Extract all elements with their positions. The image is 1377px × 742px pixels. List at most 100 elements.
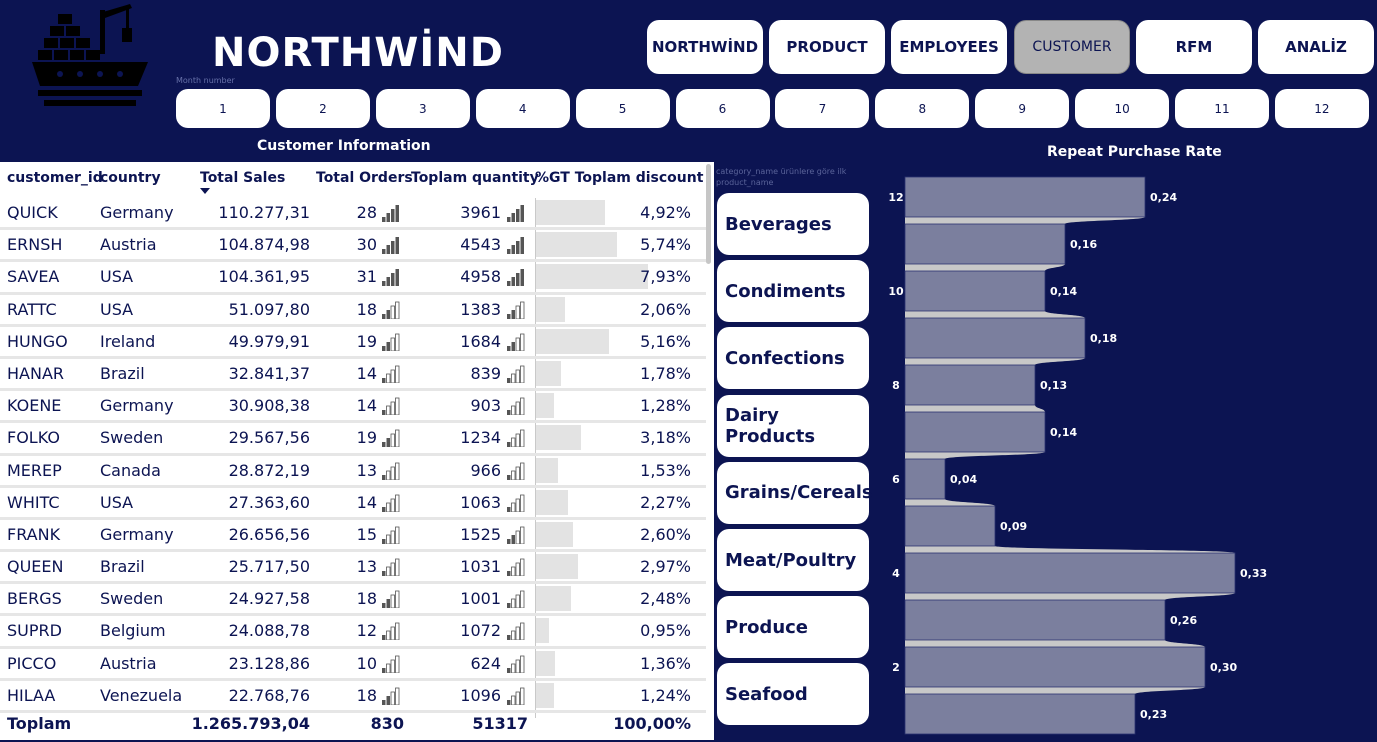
table-row[interactable]: RATTC USA 51.097,80 18 1383 2,06% [0,295,706,327]
cell-customer-id: FRANK [7,524,61,544]
cell-quantity: 4958 [460,267,501,287]
cell-customer-id: FOLKO [7,428,60,448]
month-button-3[interactable]: 3 [375,89,470,128]
chart-bar[interactable] [904,505,996,547]
total-discount-sum: 100,00% [613,714,691,733]
chart-title: Repeat Purchase Rate [1047,144,1222,160]
chart-tick-label: 12 [888,191,903,204]
cell-total-orders: 30 [356,235,377,255]
nav-button-employees[interactable]: EMPLOYEES [891,20,1007,74]
table-row[interactable]: ERNSH Austria 104.874,98 30 4543 5,74% [0,230,706,263]
cell-total-orders: 14 [356,363,377,383]
chart-bar[interactable] [904,599,1166,641]
month-button-11[interactable]: 11 [1175,89,1269,128]
chart-bar[interactable] [904,411,1046,453]
orders-signal-icon [382,623,400,641]
category-button-produce[interactable]: Produce [717,596,869,659]
column-header-quantity[interactable]: Toplam quantity [411,170,539,186]
chart-ribbon [905,177,1235,734]
nav-button-rfm[interactable]: RFM [1136,20,1252,74]
table-row[interactable]: HUNGO Ireland 49.979,91 19 1684 5,16% [0,327,706,359]
month-button-4[interactable]: 4 [475,89,570,128]
discount-bar [536,296,566,322]
column-header-country[interactable]: country [100,170,161,186]
column-header-total-sales[interactable]: Total Sales [200,170,286,186]
chart-bar[interactable] [904,270,1046,312]
month-button-1[interactable]: 1 [176,89,270,128]
table-row[interactable]: MEREP Canada 28.872,19 13 966 1,53% [0,456,706,488]
month-button-9[interactable]: 9 [975,89,1070,128]
category-button-grains-cereals[interactable]: Grains/Cereals [717,461,873,524]
nav-button-northwind[interactable]: NORTHWİND [647,20,763,74]
cell-quantity: 1001 [460,589,501,609]
chart-tick-label: 8 [892,379,900,392]
chart-bar[interactable] [904,693,1136,735]
cell-total-orders: 13 [356,460,377,480]
category-button-confections[interactable]: Confections [717,327,869,390]
month-button-10[interactable]: 10 [1075,89,1170,128]
category-button-seafood[interactable]: Seafood [717,663,869,726]
table-row[interactable]: SUPRD Belgium 24.088,78 12 1072 0,95% [0,616,706,649]
table-row[interactable]: PICCO Austria 23.128,86 10 624 1,36% [0,649,706,681]
chart-bar[interactable] [904,317,1086,359]
table-row[interactable]: KOENE Germany 30.908,38 14 903 1,28% [0,391,706,424]
category-button-beverages[interactable]: Beverages [717,193,869,255]
cell-discount: 2,06% [640,299,691,319]
cell-country: Brazil [100,363,145,383]
table-row[interactable]: BERGS Sweden 24.927,58 18 1001 2,48% [0,584,706,617]
table-row[interactable]: HILAA Venezuela 22.768,76 18 1096 1,24% [0,681,706,713]
chart-bar[interactable] [904,364,1036,406]
discount-bar [536,393,555,419]
month-button-7[interactable]: 7 [775,89,870,128]
chart-value-label: 0,04 [950,473,977,486]
table-total-row: Toplam 1.265.793,04 830 51317 100,00% [0,710,706,738]
table-row[interactable]: FOLKO Sweden 29.567,56 19 1234 3,18% [0,423,706,456]
orders-signal-icon [382,526,400,544]
table-scrollbar[interactable] [706,164,711,264]
column-divider [535,198,536,718]
month-button-5[interactable]: 5 [575,89,670,128]
cell-discount: 4,92% [640,203,691,222]
category-button-dairy-products[interactable]: Dairy Products [717,394,869,457]
chart-bar[interactable] [904,223,1066,265]
category-button-meat-poultry[interactable]: Meat/Poultry [717,529,869,591]
month-button-12[interactable]: 12 [1274,89,1369,128]
cell-country: Ireland [100,331,156,351]
total-quantity-sum: 51317 [472,714,528,733]
table-row[interactable]: HANAR Brazil 32.841,37 14 839 1,78% [0,359,706,392]
month-button-8[interactable]: 8 [875,89,970,128]
quantity-signal-icon [507,301,525,319]
cell-country: USA [100,492,134,512]
chart-bar[interactable] [904,646,1206,688]
chart-value-label: 0,14 [1050,285,1077,298]
table-row[interactable]: WHITC USA 27.363,60 14 1063 2,27% [0,488,706,520]
discount-bar [536,264,648,290]
cell-customer-id: ERNSH [7,235,63,255]
table-row[interactable]: FRANK Germany 26.656,56 15 1525 2,60% [0,520,706,553]
column-header-customer-id[interactable]: customer_id [7,170,103,186]
cell-discount: 7,93% [640,267,691,287]
chart-bar[interactable] [904,458,946,500]
cell-total-orders: 19 [356,331,377,351]
category-button-condiments[interactable]: Condiments [717,260,869,323]
cell-quantity: 1072 [460,621,501,641]
table-row[interactable]: QUEEN Brazil 25.717,50 13 1031 2,97% [0,552,706,585]
chart-bar[interactable] [904,552,1236,594]
nav-button-product[interactable]: PRODUCT [769,20,885,74]
table-row[interactable]: QUICK Germany 110.277,31 28 3961 4,92% [0,198,706,231]
total-orders-sum: 830 [370,714,404,733]
quantity-signal-icon [507,623,525,641]
month-button-2[interactable]: 2 [275,89,370,128]
column-header-total-orders[interactable]: Total Orders [316,170,413,186]
table-row[interactable]: SAVEA USA 104.361,95 31 4958 7,93% [0,262,706,295]
month-button-6[interactable]: 6 [675,89,770,128]
cell-country: USA [100,299,134,319]
cell-discount: 1,36% [640,653,691,673]
nav-button-customer[interactable]: CUSTOMER [1014,20,1130,74]
orders-signal-icon [382,655,400,673]
total-sales-sum: 1.265.793,04 [191,714,310,733]
chart-bar[interactable] [904,176,1146,218]
nav-button-analiz[interactable]: ANALİZ [1258,20,1374,74]
cell-total-sales: 26.656,56 [228,524,310,544]
column-header-discount[interactable]: %GT Toplam discount [535,170,704,186]
